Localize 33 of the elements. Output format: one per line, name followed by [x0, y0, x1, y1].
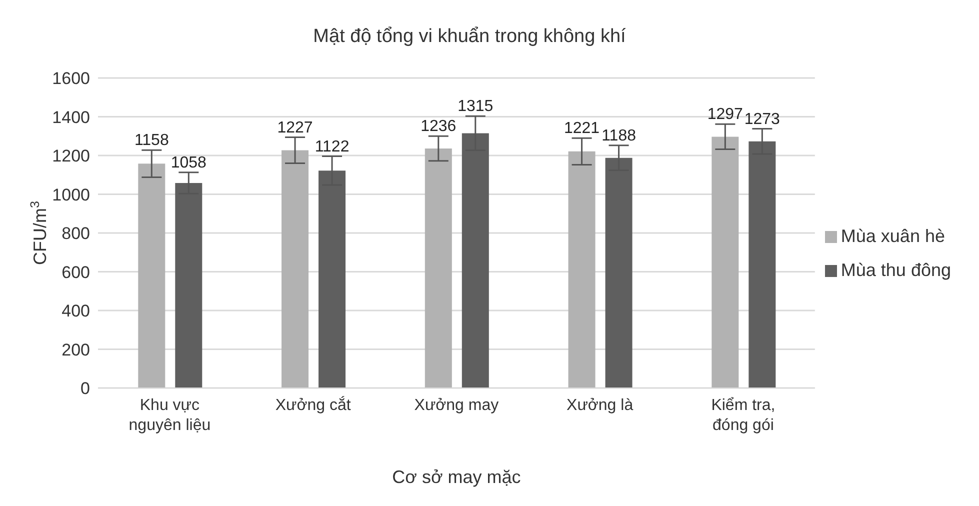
- y-tick-label: 200: [62, 340, 90, 360]
- y-tick-label: 400: [62, 302, 90, 321]
- y-tick-label: 600: [62, 262, 90, 282]
- x-tick-label: Khu vực nguyên liệu: [128, 397, 211, 434]
- bar: [424, 148, 452, 388]
- y-tick-label: 1600: [52, 69, 90, 88]
- data-label: 1058: [170, 154, 207, 172]
- data-label: 1221: [564, 120, 600, 138]
- x-tick-label: Xưởng là: [566, 397, 634, 414]
- bar: [282, 150, 309, 388]
- data-label: 1227: [277, 119, 313, 136]
- x-tick-label: Xưởng cắt: [275, 396, 352, 414]
- data-label: 1158: [134, 132, 169, 150]
- bar: [568, 151, 596, 388]
- y-tick-label: 1200: [52, 146, 90, 166]
- data-label: 1315: [458, 98, 494, 116]
- y-tick-label: 1400: [52, 108, 90, 127]
- x-tick-label: Xưởng may: [414, 397, 499, 414]
- bar: [712, 136, 739, 388]
- data-label: 1188: [602, 127, 636, 144]
- chart-title: Mật độ tổng vi khuẩn trong không khí: [312, 26, 627, 48]
- data-label: 1273: [744, 110, 780, 128]
- y-tick-label: 800: [62, 224, 90, 244]
- data-label: 1236: [420, 118, 456, 136]
- y-tick-label: 1000: [52, 185, 90, 204]
- bar: [138, 164, 166, 388]
- y-tick-label: 0: [80, 379, 90, 398]
- data-label: 1122: [314, 138, 350, 156]
- x-axis-title: Cơ sở may mặc: [392, 467, 521, 487]
- legend-label: Mùa thu đông: [840, 260, 951, 280]
- legend-label: Mùa xuân hè: [840, 226, 945, 246]
- x-tick-label: Kiểm tra, đóng gói: [711, 397, 776, 434]
- data-label: 1297: [707, 106, 744, 124]
